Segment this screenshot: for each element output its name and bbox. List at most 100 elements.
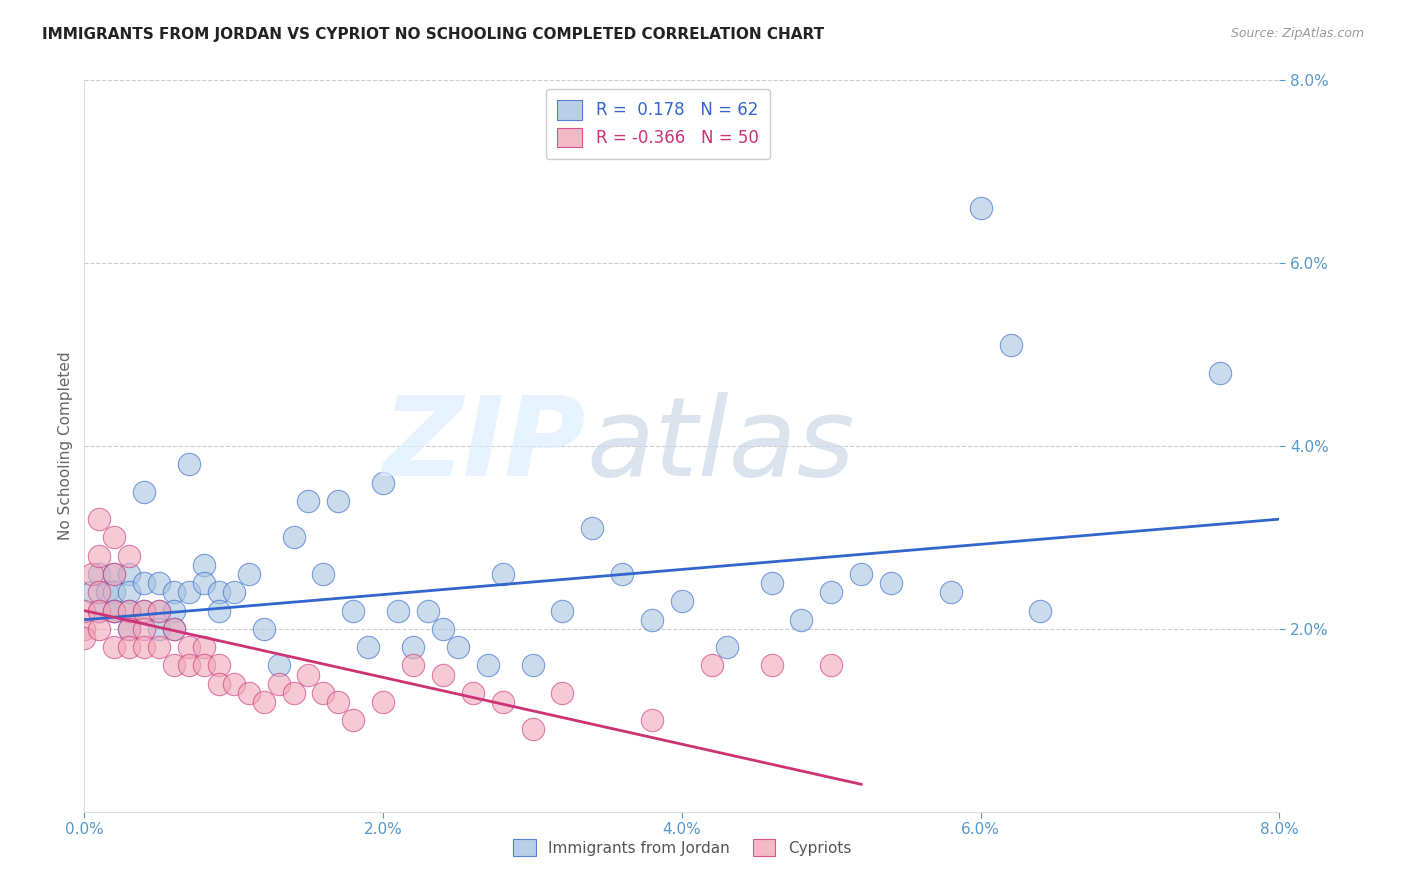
Point bbox=[132, 640, 156, 655]
Point bbox=[118, 604, 141, 618]
Point bbox=[1209, 366, 1232, 380]
Point bbox=[103, 604, 125, 618]
Point bbox=[118, 622, 141, 636]
Point bbox=[283, 530, 305, 544]
Point bbox=[103, 640, 125, 655]
Point bbox=[238, 686, 260, 700]
Point bbox=[148, 604, 170, 618]
Point bbox=[522, 723, 544, 737]
Point bbox=[880, 576, 903, 591]
Point bbox=[73, 604, 96, 618]
Point bbox=[132, 604, 156, 618]
Point bbox=[581, 521, 603, 535]
Point bbox=[163, 658, 186, 673]
Point bbox=[851, 567, 873, 582]
Text: atlas: atlas bbox=[586, 392, 855, 500]
Point bbox=[432, 622, 454, 636]
Point bbox=[177, 658, 200, 673]
Point bbox=[716, 640, 738, 655]
Point bbox=[267, 658, 290, 673]
Point bbox=[357, 640, 380, 655]
Point bbox=[208, 604, 231, 618]
Point bbox=[790, 613, 813, 627]
Point bbox=[118, 640, 141, 655]
Point bbox=[96, 585, 118, 599]
Point bbox=[761, 658, 783, 673]
Point bbox=[118, 585, 141, 599]
Point bbox=[148, 604, 170, 618]
Point bbox=[641, 613, 664, 627]
Point bbox=[103, 604, 125, 618]
Point bbox=[103, 567, 125, 582]
Point bbox=[163, 604, 186, 618]
Point bbox=[373, 475, 395, 490]
Point bbox=[700, 658, 723, 673]
Point bbox=[193, 576, 215, 591]
Point bbox=[641, 714, 664, 728]
Point bbox=[208, 658, 231, 673]
Point bbox=[80, 585, 103, 599]
Point bbox=[148, 622, 170, 636]
Point bbox=[177, 640, 200, 655]
Point bbox=[89, 512, 111, 526]
Point bbox=[118, 549, 141, 563]
Point bbox=[342, 604, 364, 618]
Point bbox=[312, 567, 335, 582]
Point bbox=[1029, 604, 1052, 618]
Y-axis label: No Schooling Completed: No Schooling Completed bbox=[58, 351, 73, 541]
Text: ZIP: ZIP bbox=[382, 392, 586, 500]
Point bbox=[820, 658, 842, 673]
Point bbox=[551, 604, 574, 618]
Point bbox=[939, 585, 962, 599]
Point bbox=[373, 695, 395, 709]
Point bbox=[118, 622, 141, 636]
Point bbox=[118, 604, 141, 618]
Point bbox=[492, 567, 515, 582]
Point bbox=[402, 658, 425, 673]
Point bbox=[89, 567, 111, 582]
Point bbox=[432, 667, 454, 681]
Point bbox=[671, 594, 693, 608]
Point bbox=[342, 714, 364, 728]
Point bbox=[253, 695, 276, 709]
Point bbox=[132, 576, 156, 591]
Point bbox=[148, 640, 170, 655]
Point bbox=[177, 585, 200, 599]
Point bbox=[163, 622, 186, 636]
Point bbox=[193, 640, 215, 655]
Point bbox=[103, 604, 125, 618]
Point bbox=[387, 604, 409, 618]
Text: IMMIGRANTS FROM JORDAN VS CYPRIOT NO SCHOOLING COMPLETED CORRELATION CHART: IMMIGRANTS FROM JORDAN VS CYPRIOT NO SCH… bbox=[42, 27, 824, 42]
Point bbox=[447, 640, 470, 655]
Point bbox=[132, 484, 156, 499]
Text: Source: ZipAtlas.com: Source: ZipAtlas.com bbox=[1230, 27, 1364, 40]
Point bbox=[89, 604, 111, 618]
Point bbox=[103, 567, 125, 582]
Point bbox=[222, 676, 245, 690]
Point bbox=[89, 604, 111, 618]
Point bbox=[193, 658, 215, 673]
Point bbox=[297, 667, 319, 681]
Point bbox=[253, 622, 276, 636]
Point bbox=[612, 567, 634, 582]
Point bbox=[103, 530, 125, 544]
Point bbox=[970, 202, 993, 216]
Point bbox=[238, 567, 260, 582]
Point bbox=[461, 686, 484, 700]
Point bbox=[177, 458, 200, 472]
Point bbox=[132, 604, 156, 618]
Point bbox=[297, 494, 319, 508]
Legend: Immigrants from Jordan, Cypriots: Immigrants from Jordan, Cypriots bbox=[506, 833, 858, 863]
Point bbox=[208, 585, 231, 599]
Point bbox=[103, 585, 125, 599]
Point bbox=[73, 631, 96, 645]
Point bbox=[820, 585, 842, 599]
Point bbox=[208, 676, 231, 690]
Point bbox=[73, 622, 96, 636]
Point bbox=[522, 658, 544, 673]
Point bbox=[89, 549, 111, 563]
Point bbox=[416, 604, 439, 618]
Point bbox=[551, 686, 574, 700]
Point bbox=[312, 686, 335, 700]
Point bbox=[118, 567, 141, 582]
